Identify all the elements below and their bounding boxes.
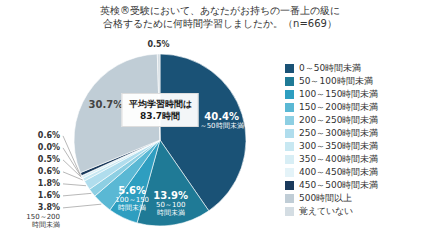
svg-text:3.8%: 3.8% [38,203,60,212]
svg-text:150～200: 150～200 [26,213,60,221]
html-text:覚えていない: 覚えていない [299,206,353,216]
html-text:250～300時間未満: 250～300時間未満 [299,128,379,138]
html-text:500時間以上: 500時間以上 [299,193,353,203]
svg-text:5.6%: 5.6% [118,185,146,196]
svg-text:13.9%: 13.9% [153,190,188,201]
svg-text:1.8%: 1.8% [38,179,60,188]
svg-text:50～100: 50～100 [156,201,185,209]
html-text:50～100時間未満: 50～100時間未満 [299,76,373,86]
svg-text:～50時間未満: ～50時間未満 [200,122,244,130]
svg-text:30.7%: 30.7% [89,99,124,110]
svg-text:時間未満: 時間未満 [32,221,60,229]
html-text:平均学習時間は 83.7時間: 平均学習時間は 83.7時間 [128,99,192,121]
svg-text:0.5%: 0.5% [38,155,60,164]
svg-text:100～150: 100～150 [115,196,149,204]
html-text:150～200時間未満: 150～200時間未満 [299,102,379,112]
html-text:合格するために何時間学習しましたか。（n=669）: 合格するために何時間学習しましたか。（n=669） [103,18,337,29]
html-text:英検®受験において、あなたがお持ちの一番上の級に: 英検®受験において、あなたがお持ちの一番上の級に [100,5,340,16]
svg-text:40.4%: 40.4% [204,111,239,122]
svg-text:0.6%: 0.6% [38,167,60,176]
svg-text:0.5%: 0.5% [147,40,169,49]
html-text:400～450時間未満: 400～450時間未満 [299,167,379,177]
html-text:300～350時間未満: 300～350時間未満 [299,141,379,151]
svg-text:時間未満: 時間未満 [157,209,185,217]
html-text:100～150時間未満: 100～150時間未満 [299,89,379,99]
svg-text:1.6%: 1.6% [38,191,60,200]
svg-text:0.6%: 0.6% [38,131,60,140]
svg-text:0.0%: 0.0% [38,143,60,152]
html-text:350～400時間未満: 350～400時間未満 [299,154,379,164]
svg-text:時間未満: 時間未満 [118,204,146,212]
html-text:450～500時間未満: 450～500時間未満 [299,180,379,190]
html-text:200～250時間未満: 200～250時間未満 [299,115,379,125]
html-text:0～50時間未満: 0～50時間未満 [299,63,362,73]
